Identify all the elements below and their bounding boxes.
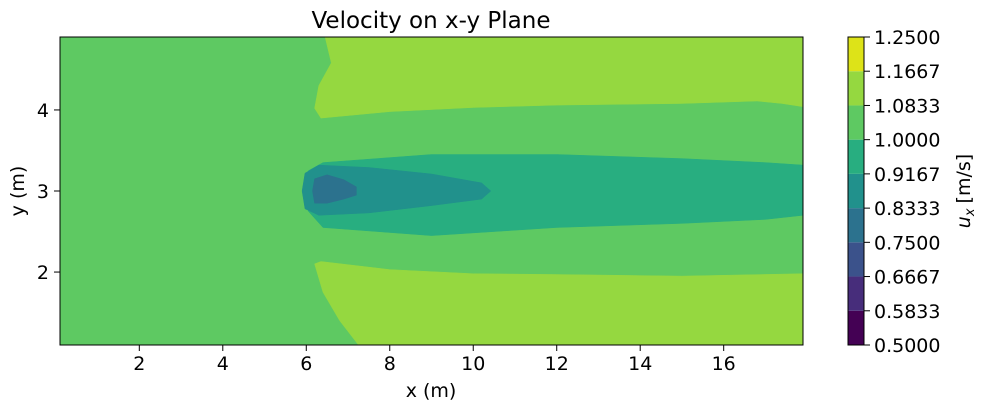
contour-regions	[60, 37, 803, 345]
x-tick-label: 2	[133, 353, 145, 375]
chart-title: Velocity on x-y Plane	[311, 8, 550, 34]
contour-region-lower-high	[314, 261, 803, 345]
y-tick-label: 3	[37, 181, 49, 203]
y-tick-label: 4	[37, 100, 49, 122]
colorbar-segment	[848, 139, 864, 174]
x-axis-label: x (m)	[406, 380, 457, 402]
colorbar-segment	[848, 37, 864, 72]
y-axis-ticks: 2 3 4	[37, 100, 60, 284]
colorbar-tick-label: 1.2500	[874, 27, 940, 49]
x-tick-label: 14	[628, 353, 652, 375]
y-tick-label: 2	[37, 262, 49, 284]
colorbar-segment	[848, 71, 864, 106]
colorbar-label-unit: [m/s]	[953, 154, 975, 204]
colorbar-label-symbol: u	[953, 216, 975, 228]
colorbar-tick-label: 0.8333	[874, 198, 940, 220]
colorbar-ticks: 1.2500 1.1667 1.0833 1.0000 0.9167 0.8333 0.75…	[864, 27, 940, 357]
colorbar-tick-label: 0.6667	[874, 267, 940, 289]
colorbar-segment	[848, 310, 864, 345]
colorbar-tick-label: 0.9167	[874, 164, 940, 186]
contour-region-wake-min	[312, 174, 357, 204]
x-tick-label: 12	[545, 353, 569, 375]
colorbar-segment	[848, 208, 864, 243]
colorbar-label-subscript: x	[963, 208, 978, 217]
colorbar-tick-label: 1.0833	[874, 95, 940, 117]
x-tick-label: 16	[712, 353, 736, 375]
colorbar-tick-label: 0.5000	[874, 335, 940, 357]
x-tick-label: 6	[300, 353, 312, 375]
colorbar-tick-label: 1.0000	[874, 130, 940, 152]
colorbar-tick-label: 0.7500	[874, 232, 940, 254]
colorbar-frame	[847, 36, 865, 346]
colorbar-tick-label: 0.5833	[874, 301, 940, 323]
x-tick-label: 4	[217, 353, 229, 375]
contour-region-upper-high	[314, 37, 803, 119]
colorbar-label: ux [m/s]	[953, 154, 978, 228]
x-tick-label: 10	[461, 353, 485, 375]
x-tick-label: 8	[384, 353, 396, 375]
colorbar	[848, 37, 864, 345]
colorbar-segment	[848, 173, 864, 209]
colorbar-tick-label: 1.1667	[874, 61, 940, 83]
contour-region-wake-core	[301, 164, 492, 216]
colorbar-segment	[848, 276, 864, 311]
colorbar-segment	[848, 105, 864, 140]
colorbar-segment	[848, 242, 864, 277]
y-axis-label: y (m)	[7, 166, 29, 217]
x-axis-ticks: 2 4 6 8 10 12 14 16	[133, 345, 736, 375]
